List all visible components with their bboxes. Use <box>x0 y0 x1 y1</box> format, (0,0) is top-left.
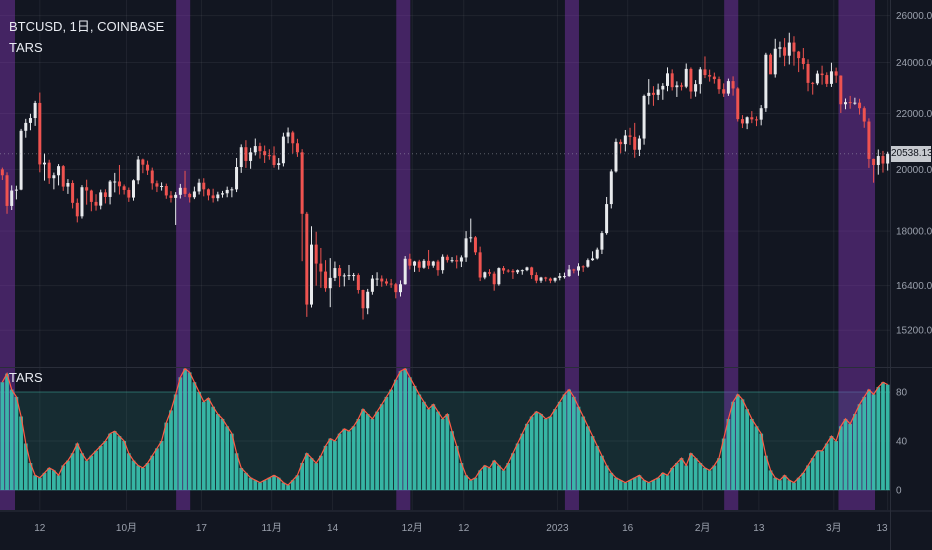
price-axis-label[interactable]: 24000.00 <box>896 58 932 69</box>
oscillator-signal-line <box>1 367 888 486</box>
time-axis-label[interactable]: 12 <box>34 523 46 534</box>
price-axis-label[interactable]: 15200.00 <box>896 326 932 337</box>
oscillator-axis-label[interactable]: 40 <box>896 437 908 448</box>
time-axis-label[interactable]: 3月 <box>826 522 842 534</box>
time-axis-label[interactable]: 16 <box>622 523 634 534</box>
indicator-legend-main[interactable]: TARS <box>9 40 43 55</box>
highlight-band <box>564 0 579 510</box>
time-axis-label[interactable]: 13 <box>753 523 765 534</box>
price-axis-label[interactable]: 22000.00 <box>896 109 932 120</box>
price-axis-label[interactable]: 26000.00 <box>896 11 932 22</box>
time-axis-label[interactable]: 17 <box>196 523 208 534</box>
time-axis-label[interactable]: 2023 <box>546 523 569 534</box>
time-axis-label[interactable]: 12月 <box>402 522 423 534</box>
price-axis-label[interactable]: 20000.00 <box>896 165 932 176</box>
time-axis-label[interactable]: 2月 <box>695 522 711 534</box>
oscillator-layer <box>0 367 890 490</box>
oscillator-axis-label[interactable]: 0 <box>896 486 902 497</box>
symbol-legend[interactable]: BTCUSD, 1日, COINBASE <box>9 19 165 34</box>
time-axis-label[interactable]: 11月 <box>261 522 281 534</box>
candles-layer <box>0 32 890 320</box>
price-axis-label[interactable]: 16400.00 <box>896 281 932 292</box>
oscillator-axis-label[interactable]: 80 <box>896 388 908 399</box>
time-axis-label[interactable]: 12 <box>458 523 470 534</box>
price-axis-label[interactable]: 18000.00 <box>896 227 932 238</box>
highlight-band <box>724 0 739 510</box>
indicator-legend-oscillator[interactable]: TARS <box>9 370 43 385</box>
time-axis-label[interactable]: 14 <box>327 523 339 534</box>
time-axis-label[interactable]: 10月 <box>116 522 137 534</box>
last-price-tag: 20538.13 <box>891 145 932 162</box>
time-axis-label[interactable]: 13 <box>876 523 888 534</box>
